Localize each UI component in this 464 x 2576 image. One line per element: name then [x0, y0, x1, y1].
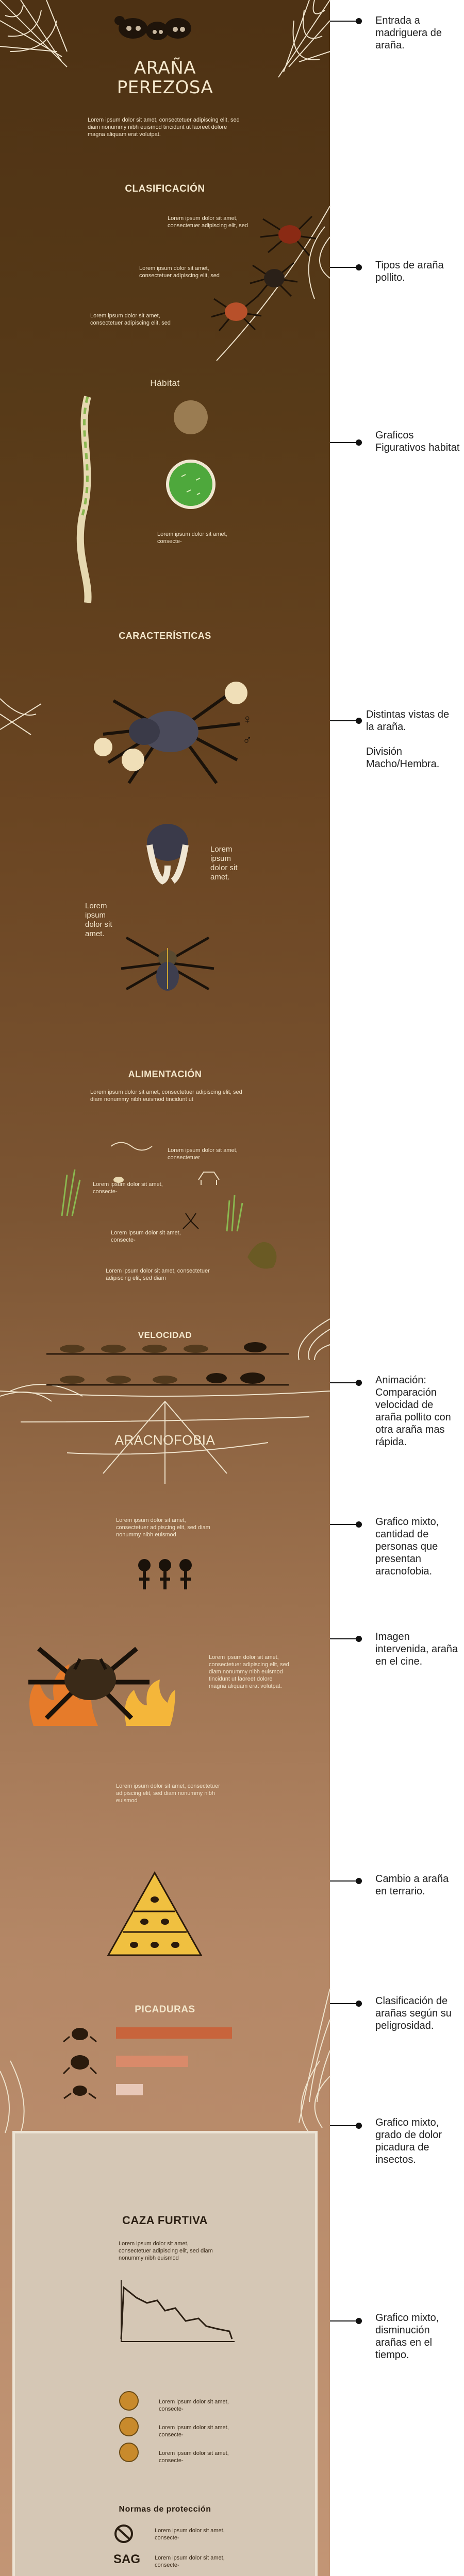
caza-furtiva-panel: [12, 2131, 318, 2576]
female-symbol: ♀: [242, 711, 253, 727]
web-corner-illustration: [0, 698, 42, 735]
normas-item-1: Lorem ipsum dolor sit amet, consecte-: [155, 2528, 225, 2541]
annotation-dot: [356, 264, 362, 270]
terrario-text: Lorem ipsum dolor sit amet, consectetuer…: [116, 1783, 220, 1804]
picaduras-title: PICADURAS: [135, 2004, 195, 2015]
sag-label: SAG: [113, 2552, 140, 2566]
velocidad-title: VELOCIDAD: [138, 1330, 192, 1340]
annotation-line: [330, 2125, 359, 2126]
spider-types-illustration: [211, 215, 317, 331]
caracteristicas-title: CARACTERÍSTICAS: [119, 631, 211, 641]
annotation-dot: [356, 2318, 362, 2324]
annotation-line: [330, 1382, 359, 1383]
clasificacion-item-2: Lorem ipsum dolor sit amet, consectetuer…: [139, 265, 220, 279]
annotation-dot: [356, 439, 362, 446]
alimentacion-illustration: [61, 1142, 277, 1269]
male-symbol: ♂: [242, 732, 253, 748]
annotation-line: [330, 1638, 359, 1639]
cinema-spider-illustration: [28, 1647, 175, 1726]
spider-views-illustration: ♀ ♂: [94, 682, 253, 991]
web-side-illustration: [299, 1988, 330, 2123]
alimentacion-item-2: Lorem ipsum dolor sit amet, consecte-: [93, 1181, 163, 1195]
annotation-4: Distintas vistas de la araña. División M…: [366, 709, 450, 770]
annotation-line: [330, 267, 359, 268]
web-bottom-illustration: [0, 2060, 330, 2133]
picaduras-chart: [116, 2027, 235, 2110]
alimentacion-title: ALIMENTACIÓN: [128, 1069, 202, 1079]
terrarium-pyramid-illustration: [107, 1871, 203, 1956]
annotation-dot: [356, 1521, 362, 1528]
page-title-line1: ARAÑA: [134, 58, 196, 78]
caracteristicas-label-right: Lorem ipsum dolor sit amet.: [210, 845, 238, 882]
phobia-people-illustration: [138, 1559, 192, 1589]
picadura-bar-1: [116, 2027, 232, 2039]
annotation-6: Grafico mixto, cantidad de personas que …: [375, 1516, 439, 1577]
annotation-1: Entrada a madriguera de araña.: [375, 15, 442, 51]
picadura-bar-3: [116, 2084, 143, 2095]
normas-item-2: Lorem ipsum dolor sit amet, consecte-: [155, 2555, 225, 2568]
annotation-line: [330, 2320, 359, 2321]
aracnofobia-intro: Lorem ipsum dolor sit amet, consectetuer…: [116, 1517, 210, 1538]
annotation-2: Tipos de araña pollito.: [375, 260, 444, 283]
coin-icons: [119, 2391, 139, 2462]
annotation-line: [330, 1524, 359, 1525]
normas-title: Normas de protección: [119, 2505, 211, 2514]
decline-chart: [120, 2280, 235, 2342]
habitat-illustration: [76, 396, 216, 603]
normas-icons: SAG: [113, 2524, 140, 2566]
alimentacion-intro: Lorem ipsum dolor sit amet, consectetuer…: [90, 1089, 242, 1103]
caracteristicas-label-left: Lorem ipsum dolor sit amet.: [85, 902, 112, 938]
speed-comparison-illustration: [0, 1318, 330, 1402]
alimentacion-item-3: Lorem ipsum dolor sit amet, consecte-: [111, 1230, 181, 1243]
annotation-line: [330, 1880, 359, 1882]
annotation-9: Clasificación de arañas según su peligro…: [375, 1995, 452, 2031]
alimentacion-item-4: Lorem ipsum dolor sit amet, consectetuer…: [106, 1268, 210, 1281]
web-arc-illustration: [0, 1391, 330, 1484]
annotation-dot: [356, 18, 362, 24]
picadura-bar-2: [116, 2056, 188, 2067]
habitat-title: Hábitat: [150, 378, 180, 388]
annotation-dot: [356, 1380, 362, 1386]
page-title-line2: PEREZOSA: [117, 77, 213, 98]
caza-intro: Lorem ipsum dolor sit amet, consectetuer…: [119, 2241, 213, 2261]
annotation-7: Imagen intervenida, araña en el cine.: [375, 1631, 458, 1667]
caza-item-2: Lorem ipsum dolor sit amet, consecte-: [159, 2425, 229, 2438]
annotation-line: [330, 21, 359, 22]
burrow-entrance-illustration: [0, 0, 330, 78]
annotation-dot: [356, 1636, 362, 1642]
caza-item-3: Lorem ipsum dolor sit amet, consecte-: [159, 2450, 229, 2464]
clasificacion-title: CLASIFICACIÓN: [125, 183, 205, 194]
annotation-dot: [356, 2123, 362, 2129]
annotation-dot: [356, 718, 362, 724]
annotation-10: Grafico mixto, grado de dolor picadura d…: [375, 2117, 442, 2165]
annotation-line: [330, 442, 359, 443]
annotation-line: [330, 720, 359, 721]
clasificacion-item-1: Lorem ipsum dolor sit amet, consectetuer…: [168, 215, 248, 229]
clasificacion-item-3: Lorem ipsum dolor sit amet, consectetuer…: [90, 313, 171, 326]
intro-text: Lorem ipsum dolor sit amet, consectetuer…: [88, 117, 240, 138]
annotation-5: Animación: Comparación velocidad de arañ…: [375, 1375, 451, 1448]
danger-icons: [62, 2028, 97, 2099]
alimentacion-item-1: Lorem ipsum dolor sit amet, consectetuer: [168, 1147, 238, 1161]
annotation-dot: [356, 1878, 362, 1884]
caza-item-1: Lorem ipsum dolor sit amet, consecte-: [159, 2399, 229, 2412]
annotation-11: Grafico mixto, disminución arañas en el …: [375, 2312, 439, 2361]
caza-title: CAZA FURTIVA: [122, 2214, 208, 2227]
cine-text: Lorem ipsum dolor sit amet, consectetuer…: [209, 1654, 289, 1689]
annotation-8: Cambio a araña en terrario.: [375, 1873, 449, 1897]
annotation-dot: [356, 2001, 362, 2007]
annotation-line: [330, 2003, 359, 2004]
annotation-3: Graficos Figurativos habitat: [375, 430, 460, 453]
habitat-caption: Lorem ipsum dolor sit amet, consecte-: [157, 531, 227, 545]
